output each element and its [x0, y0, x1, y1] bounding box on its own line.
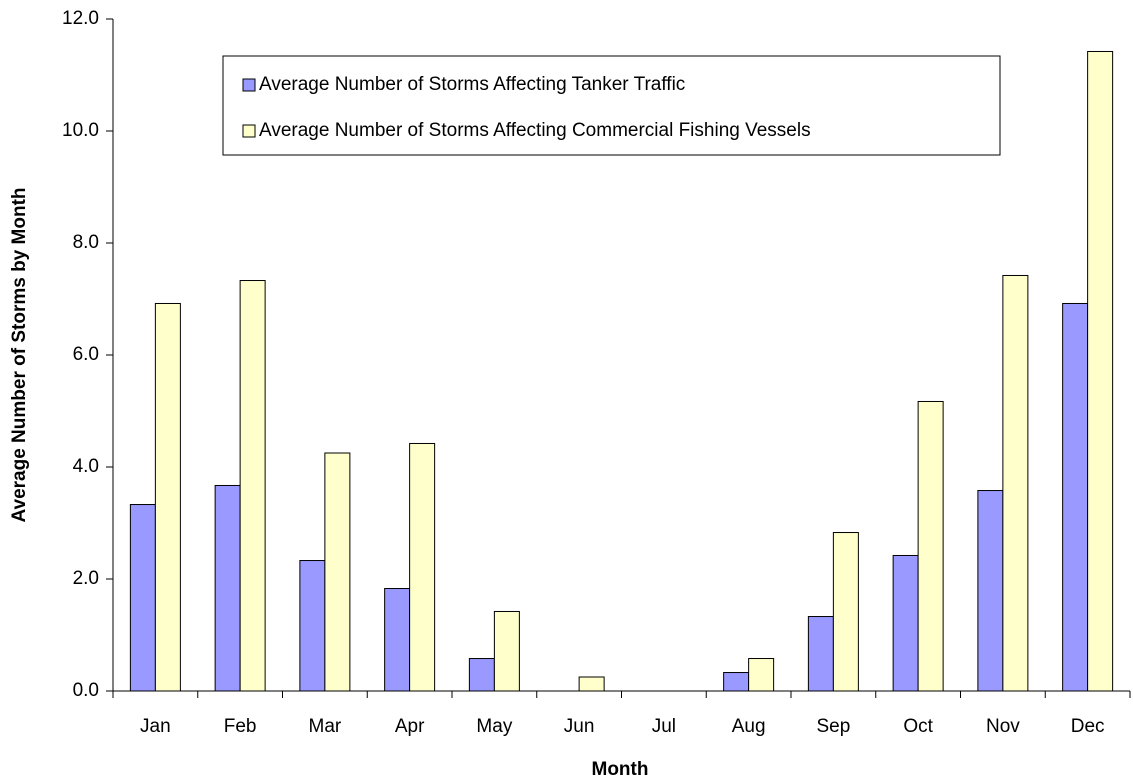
bar	[832, 532, 859, 692]
x-tick-label: Dec	[1071, 716, 1105, 737]
bar	[299, 560, 326, 692]
x-tick-label: Sep	[816, 716, 850, 737]
x-tick-label: May	[476, 716, 512, 737]
bar	[977, 490, 1004, 692]
legend-swatch	[242, 124, 256, 138]
bar	[723, 672, 750, 692]
x-tick-label: Jul	[652, 716, 676, 737]
x-axis-title: Month	[592, 759, 649, 780]
y-tick-label: 8.0	[73, 232, 99, 253]
x-tick-label: Mar	[309, 716, 342, 737]
bar	[468, 658, 495, 692]
bar	[214, 484, 241, 692]
bar	[917, 400, 944, 692]
bar	[239, 280, 266, 692]
x-tick-label: Aug	[732, 716, 766, 737]
legend-box	[222, 55, 1001, 156]
bar	[578, 676, 605, 692]
bar	[1087, 50, 1114, 692]
bar	[154, 302, 181, 692]
y-tick-label: 2.0	[73, 568, 99, 589]
bar	[892, 554, 919, 692]
bar	[493, 610, 520, 692]
legend-label: Average Number of Storms Affecting Comme…	[259, 120, 811, 141]
y-axis-title: Average Number of Storms by Month	[9, 187, 30, 522]
y-tick-label: 4.0	[73, 456, 99, 477]
y-tick-label: 6.0	[73, 344, 99, 365]
bar	[1002, 274, 1029, 692]
bar	[129, 504, 156, 692]
y-tick-label: 12.0	[62, 8, 99, 29]
legend-label: Average Number of Storms Affecting Tanke…	[259, 74, 685, 95]
x-tick-label: Jan	[140, 716, 171, 737]
x-tick-label: Feb	[224, 716, 257, 737]
bar	[409, 442, 436, 692]
y-tick-label: 10.0	[62, 120, 99, 141]
legend-swatch	[242, 78, 256, 92]
y-tick-label: 0.0	[73, 680, 99, 701]
bar	[324, 452, 351, 692]
x-tick-label: Oct	[903, 716, 933, 737]
x-tick-label: Apr	[395, 716, 425, 737]
bar	[384, 588, 411, 692]
x-tick-label: Jun	[564, 716, 595, 737]
bar	[807, 616, 834, 692]
bar	[1062, 302, 1089, 692]
bar	[748, 658, 775, 692]
x-tick-label: Nov	[986, 716, 1020, 737]
